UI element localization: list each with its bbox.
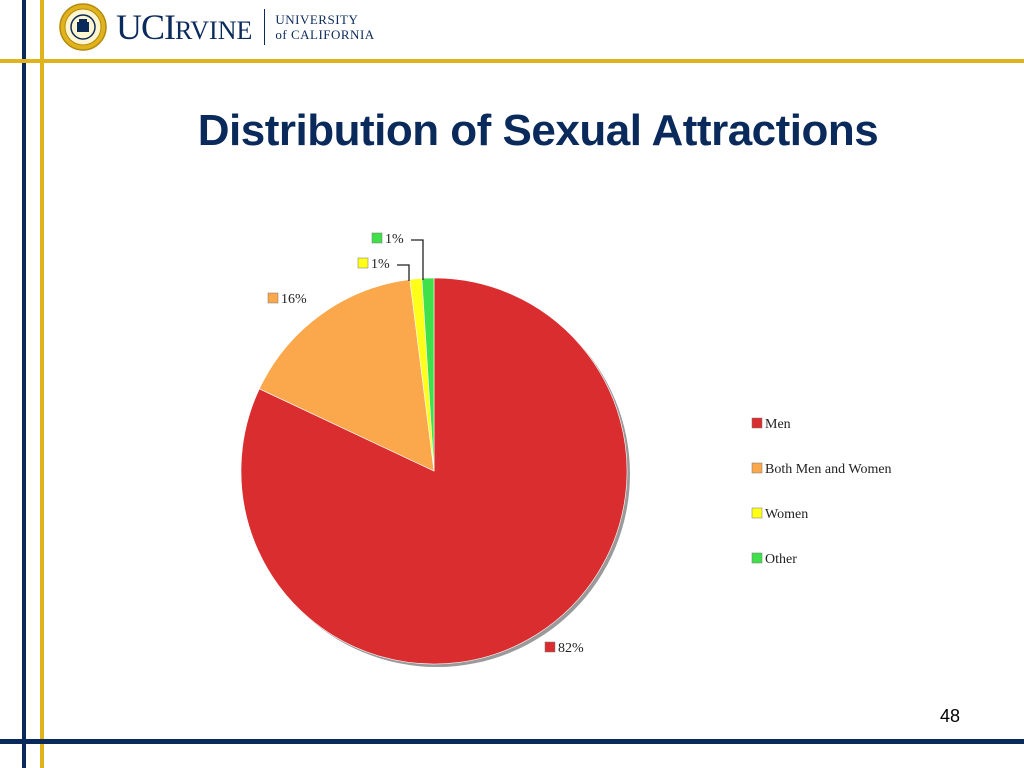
page-number: 48 [939,706,961,726]
uc-wordmark: UNIVERSITY of CALIFORNIA [275,12,374,42]
data-label-men: 82% [544,641,584,656]
legend-item-women: Women [751,507,808,522]
legend-swatch [751,507,763,519]
uc-wordmark-line1: UNIVERSITY [275,12,359,27]
data-label-both-men-and-women: 16% [267,292,307,307]
pie-slice-both-men-and-women [258,279,435,472]
header-gold-rule [0,59,1024,63]
legend-item-both-men-and-women: Both Men and Women [751,462,892,477]
legend-swatch [751,462,763,474]
uc-wordmark-line2: of CALIFORNIA [275,27,375,42]
uci-logo: UCIRVINE UNIVERSITY of CALIFORNIA [58,0,375,54]
left-navy-rule [22,0,26,768]
svg-text:82%: 82% [558,641,584,656]
data-label-other: 1% [371,232,404,247]
left-gold-rule [40,0,44,768]
legend-label: Women [765,507,808,522]
data-label-women: 1% [357,257,390,272]
pie-slice-other [421,277,435,472]
svg-text:1%: 1% [385,232,404,247]
svg-text:1%: 1% [371,257,390,272]
legend-item-men: Men [751,417,791,432]
logo-divider [264,9,266,45]
leader-line [397,264,410,281]
legend-label: Both Men and Women [765,462,892,477]
legend-label: Other [765,552,797,567]
footer-navy-rule [0,739,1024,744]
slide-title: Distribution of Sexual Attractions [197,106,879,155]
legend-swatch [751,552,763,564]
leader-line [411,239,424,280]
legend-item-other: Other [751,552,797,567]
svg-text:16%: 16% [281,292,307,307]
legend-swatch [751,417,763,429]
uci-wordmark: UCIRVINE [116,7,253,47]
legend-label: Men [765,417,791,432]
uc-seal-icon [59,3,107,51]
